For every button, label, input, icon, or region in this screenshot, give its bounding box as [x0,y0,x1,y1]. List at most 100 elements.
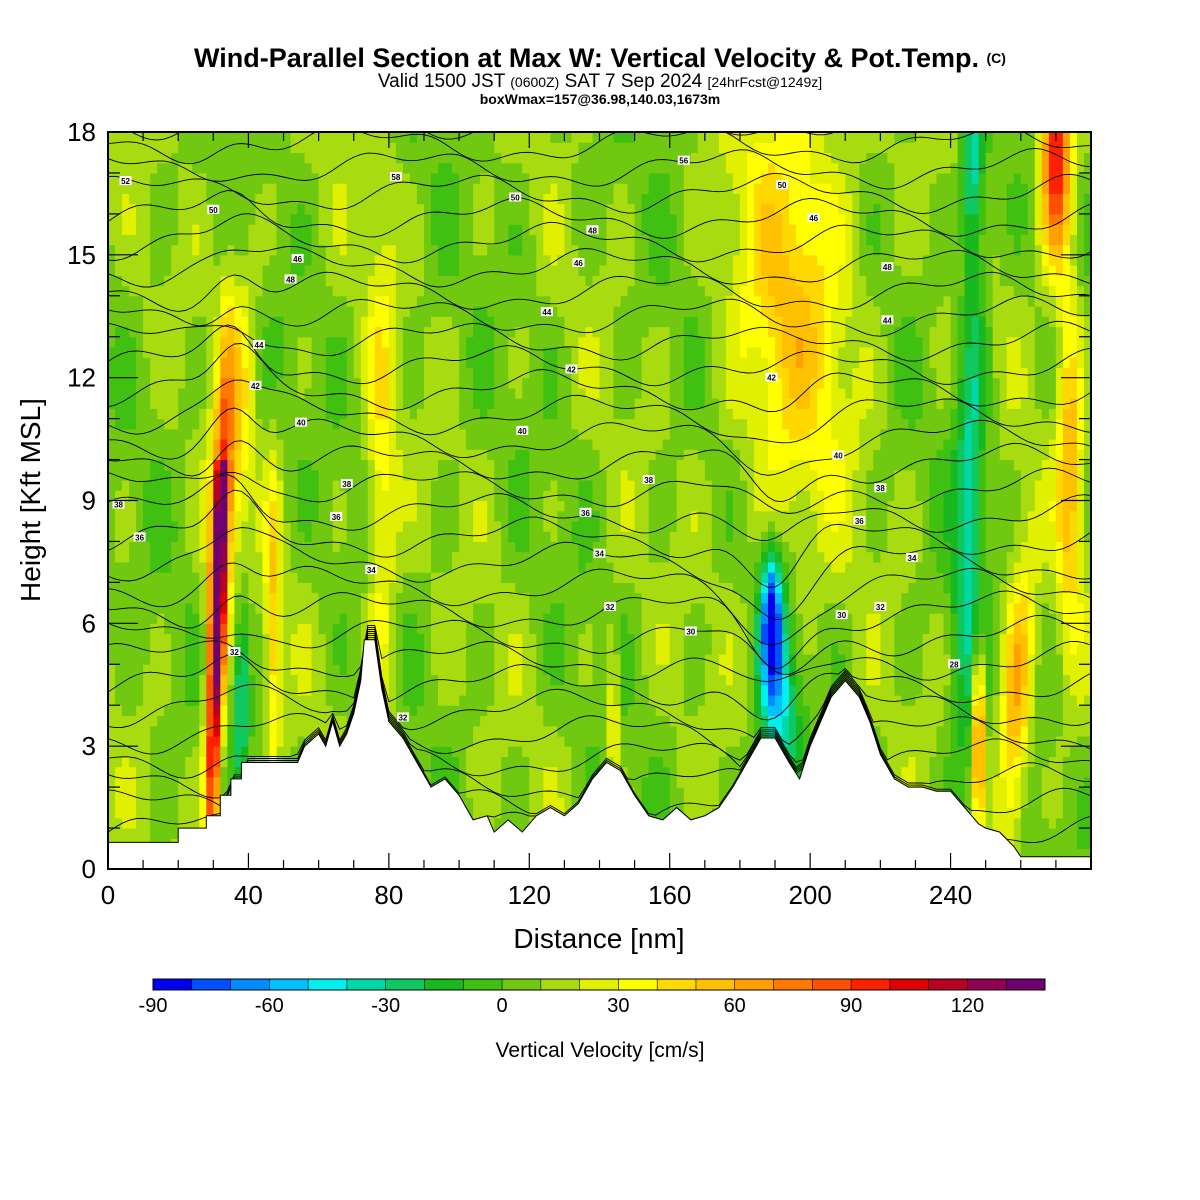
field-cell [178,316,186,328]
field-cell [227,521,235,532]
field-cell [255,602,263,614]
field-cell [536,449,544,461]
field-cell [395,561,404,573]
field-cell [459,367,467,379]
field-cell [557,316,565,328]
field-cell [297,459,306,471]
field-cell [550,797,558,809]
field-cell [353,633,362,645]
field-cell [276,326,285,338]
field-cell [550,142,558,153]
field-cell [220,510,228,522]
field-cell [241,459,249,471]
field-cell [550,357,558,368]
field-cell [192,623,200,635]
field-cell [171,776,179,788]
field-cell [416,654,425,665]
field-cell [150,725,158,737]
field-cell [395,152,404,164]
field-cell [108,684,116,696]
field-cell [164,336,172,348]
field-cell [115,766,123,778]
field-cell [297,490,306,502]
field-cell [487,142,495,153]
field-cell [578,715,586,727]
field-cell [206,377,214,389]
field-cell [388,643,397,655]
field-cell [445,592,453,604]
field-cell [206,756,214,768]
field-cell [136,695,144,706]
field-cell [374,459,383,471]
field-cell [381,531,390,542]
field-cell [143,132,151,143]
field-cell [424,715,432,727]
field-cell [122,521,130,532]
field-cell [311,275,320,287]
field-cell [381,613,390,624]
field-cell [136,766,144,778]
field-cell [297,347,306,358]
field-cell [536,582,544,594]
field-cell [452,756,460,768]
field-cell [557,377,565,389]
field-cell [213,306,221,317]
field-cell [416,592,425,604]
field-cell [402,193,411,205]
field-cell [129,756,137,768]
field-cell [550,418,558,430]
field-cell [192,387,200,399]
field-cell [543,316,551,328]
field-cell [122,572,130,583]
field-cell [255,613,263,624]
field-cell [480,664,488,676]
field-cell [402,531,411,542]
field-cell [311,449,320,461]
field-cell [431,705,439,716]
field-cell [402,285,411,297]
field-cell [529,561,537,573]
field-cell [557,715,565,727]
field-cell [318,316,327,328]
field-cell [438,428,446,440]
field-cell [459,193,467,205]
field-cell [234,142,242,153]
field-cell [164,224,172,235]
field-cell [115,561,123,573]
field-cell [234,480,242,491]
field-cell [494,551,502,563]
field-cell [136,654,144,665]
field-cell [522,521,530,532]
field-cell [346,531,355,542]
field-cell [339,521,348,532]
field-cell [543,377,551,389]
field-cell [122,766,130,778]
field-cell [220,756,228,768]
field-cell [157,705,165,716]
field-cell [325,316,334,328]
field-cell [550,521,558,532]
field-cell [529,152,537,164]
field-cell [255,306,263,317]
field-cell [157,725,165,737]
field-cell [438,254,446,266]
field-cell [409,336,418,348]
field-cell [431,469,439,481]
field-cell [353,172,362,184]
field-cell [494,776,502,788]
field-cell [276,387,285,399]
field-cell [459,561,467,573]
field-cell [227,285,235,297]
field-cell [136,285,144,297]
field-cell [522,213,530,225]
field-cell [557,572,565,583]
field-cell [381,213,390,225]
field-cell [388,142,397,153]
field-cell [290,152,299,164]
field-cell [543,572,551,583]
field-cell [136,418,144,430]
field-cell [536,347,544,358]
field-cell [332,326,341,338]
field-cell [367,224,376,235]
field-cell [494,306,502,317]
